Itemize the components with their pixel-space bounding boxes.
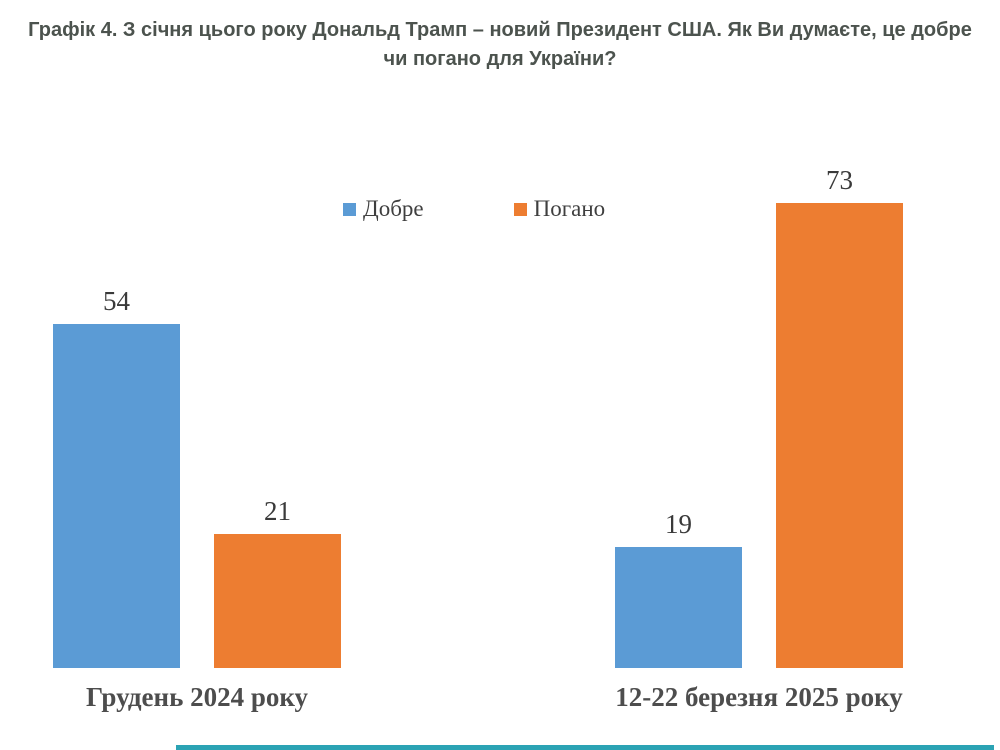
category-label-1: 12-22 березня 2025 року — [615, 682, 903, 712]
legend-label: Погано — [533, 196, 606, 221]
legend-item-0: Добре — [343, 196, 424, 222]
bar-добре-group-0 — [53, 324, 180, 668]
legend-label: Добре — [363, 196, 424, 221]
bar-value-label: 54 — [103, 286, 130, 316]
bottom-accent-strip — [176, 745, 994, 750]
legend-swatch-icon — [513, 202, 527, 216]
legend-item-1: Погано — [513, 196, 606, 222]
bar-погано-group-1 — [776, 203, 903, 668]
chart-legend: Добре Погано — [343, 196, 605, 222]
legend-swatch-icon — [343, 202, 356, 216]
bar-value-label: 19 — [665, 509, 692, 539]
category-label-0: Грудень 2024 року — [85, 682, 309, 712]
bar-value-label: 73 — [826, 165, 853, 195]
bar-value-label: 21 — [264, 496, 291, 526]
bar-погано-group-0 — [214, 534, 341, 668]
bar-добре-group-1 — [615, 547, 742, 668]
chart-title: Графік 4. З січня цього року Дональд Тра… — [28, 19, 972, 70]
